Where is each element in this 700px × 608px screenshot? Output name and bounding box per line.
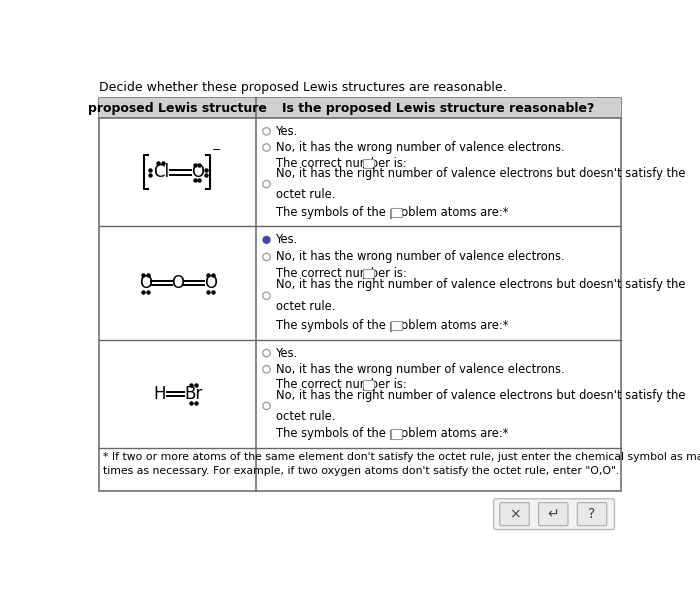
FancyBboxPatch shape [500, 503, 529, 526]
Text: No, it has the right number of valence electrons but doesn't satisfy the: No, it has the right number of valence e… [276, 278, 685, 291]
Text: Is the proposed Lewis structure reasonable?: Is the proposed Lewis structure reasonab… [282, 102, 595, 115]
Text: No, it has the right number of valence electrons but doesn't satisfy the: No, it has the right number of valence e… [276, 167, 685, 180]
FancyBboxPatch shape [494, 499, 615, 530]
Text: proposed Lewis structure: proposed Lewis structure [88, 102, 267, 115]
Text: ?: ? [589, 507, 596, 521]
Text: The symbols of the problem atoms are:*: The symbols of the problem atoms are:* [276, 427, 508, 440]
Text: octet rule.: octet rule. [276, 410, 335, 423]
Text: O: O [204, 274, 217, 292]
Text: Yes.: Yes. [276, 125, 298, 138]
Text: * If two or more atoms of the same element don't satisfy the octet rule, just en: * If two or more atoms of the same eleme… [103, 452, 700, 476]
Text: Decide whether these proposed Lewis structures are reasonable.: Decide whether these proposed Lewis stru… [99, 81, 507, 94]
Text: ×: × [509, 507, 520, 521]
Bar [99, 98, 621, 119]
Text: O: O [190, 164, 204, 181]
Bar [99, 98, 621, 491]
Text: octet rule.: octet rule. [276, 188, 335, 201]
Text: No, it has the wrong number of valence electrons.: No, it has the wrong number of valence e… [276, 250, 564, 263]
Text: ↵: ↵ [547, 507, 559, 521]
Text: O: O [172, 274, 184, 292]
Text: H: H [154, 385, 166, 403]
Text: Yes.: Yes. [276, 347, 298, 359]
FancyBboxPatch shape [578, 503, 607, 526]
Text: −: − [212, 145, 221, 154]
Text: O: O [139, 274, 152, 292]
Bar [363, 159, 375, 168]
Text: Br: Br [184, 385, 202, 403]
Text: The symbols of the problem atoms are:*: The symbols of the problem atoms are:* [276, 206, 508, 219]
FancyBboxPatch shape [538, 503, 568, 526]
Bar [391, 320, 402, 330]
Text: The correct number is:: The correct number is: [276, 378, 407, 392]
Text: Yes.: Yes. [276, 233, 298, 246]
Text: The correct number is:: The correct number is: [276, 267, 407, 280]
Text: The symbols of the problem atoms are:*: The symbols of the problem atoms are:* [276, 319, 508, 332]
Bar [363, 269, 375, 278]
Bar [391, 429, 402, 438]
Bar [363, 380, 375, 390]
Text: Cl: Cl [153, 164, 169, 181]
Text: No, it has the wrong number of valence electrons.: No, it has the wrong number of valence e… [276, 141, 564, 154]
Circle shape [265, 238, 269, 242]
Text: octet rule.: octet rule. [276, 300, 335, 313]
Bar [391, 207, 402, 217]
Text: No, it has the wrong number of valence electrons.: No, it has the wrong number of valence e… [276, 363, 564, 376]
Text: No, it has the right number of valence electrons but doesn't satisfy the: No, it has the right number of valence e… [276, 389, 685, 402]
Text: The correct number is:: The correct number is: [276, 157, 407, 170]
